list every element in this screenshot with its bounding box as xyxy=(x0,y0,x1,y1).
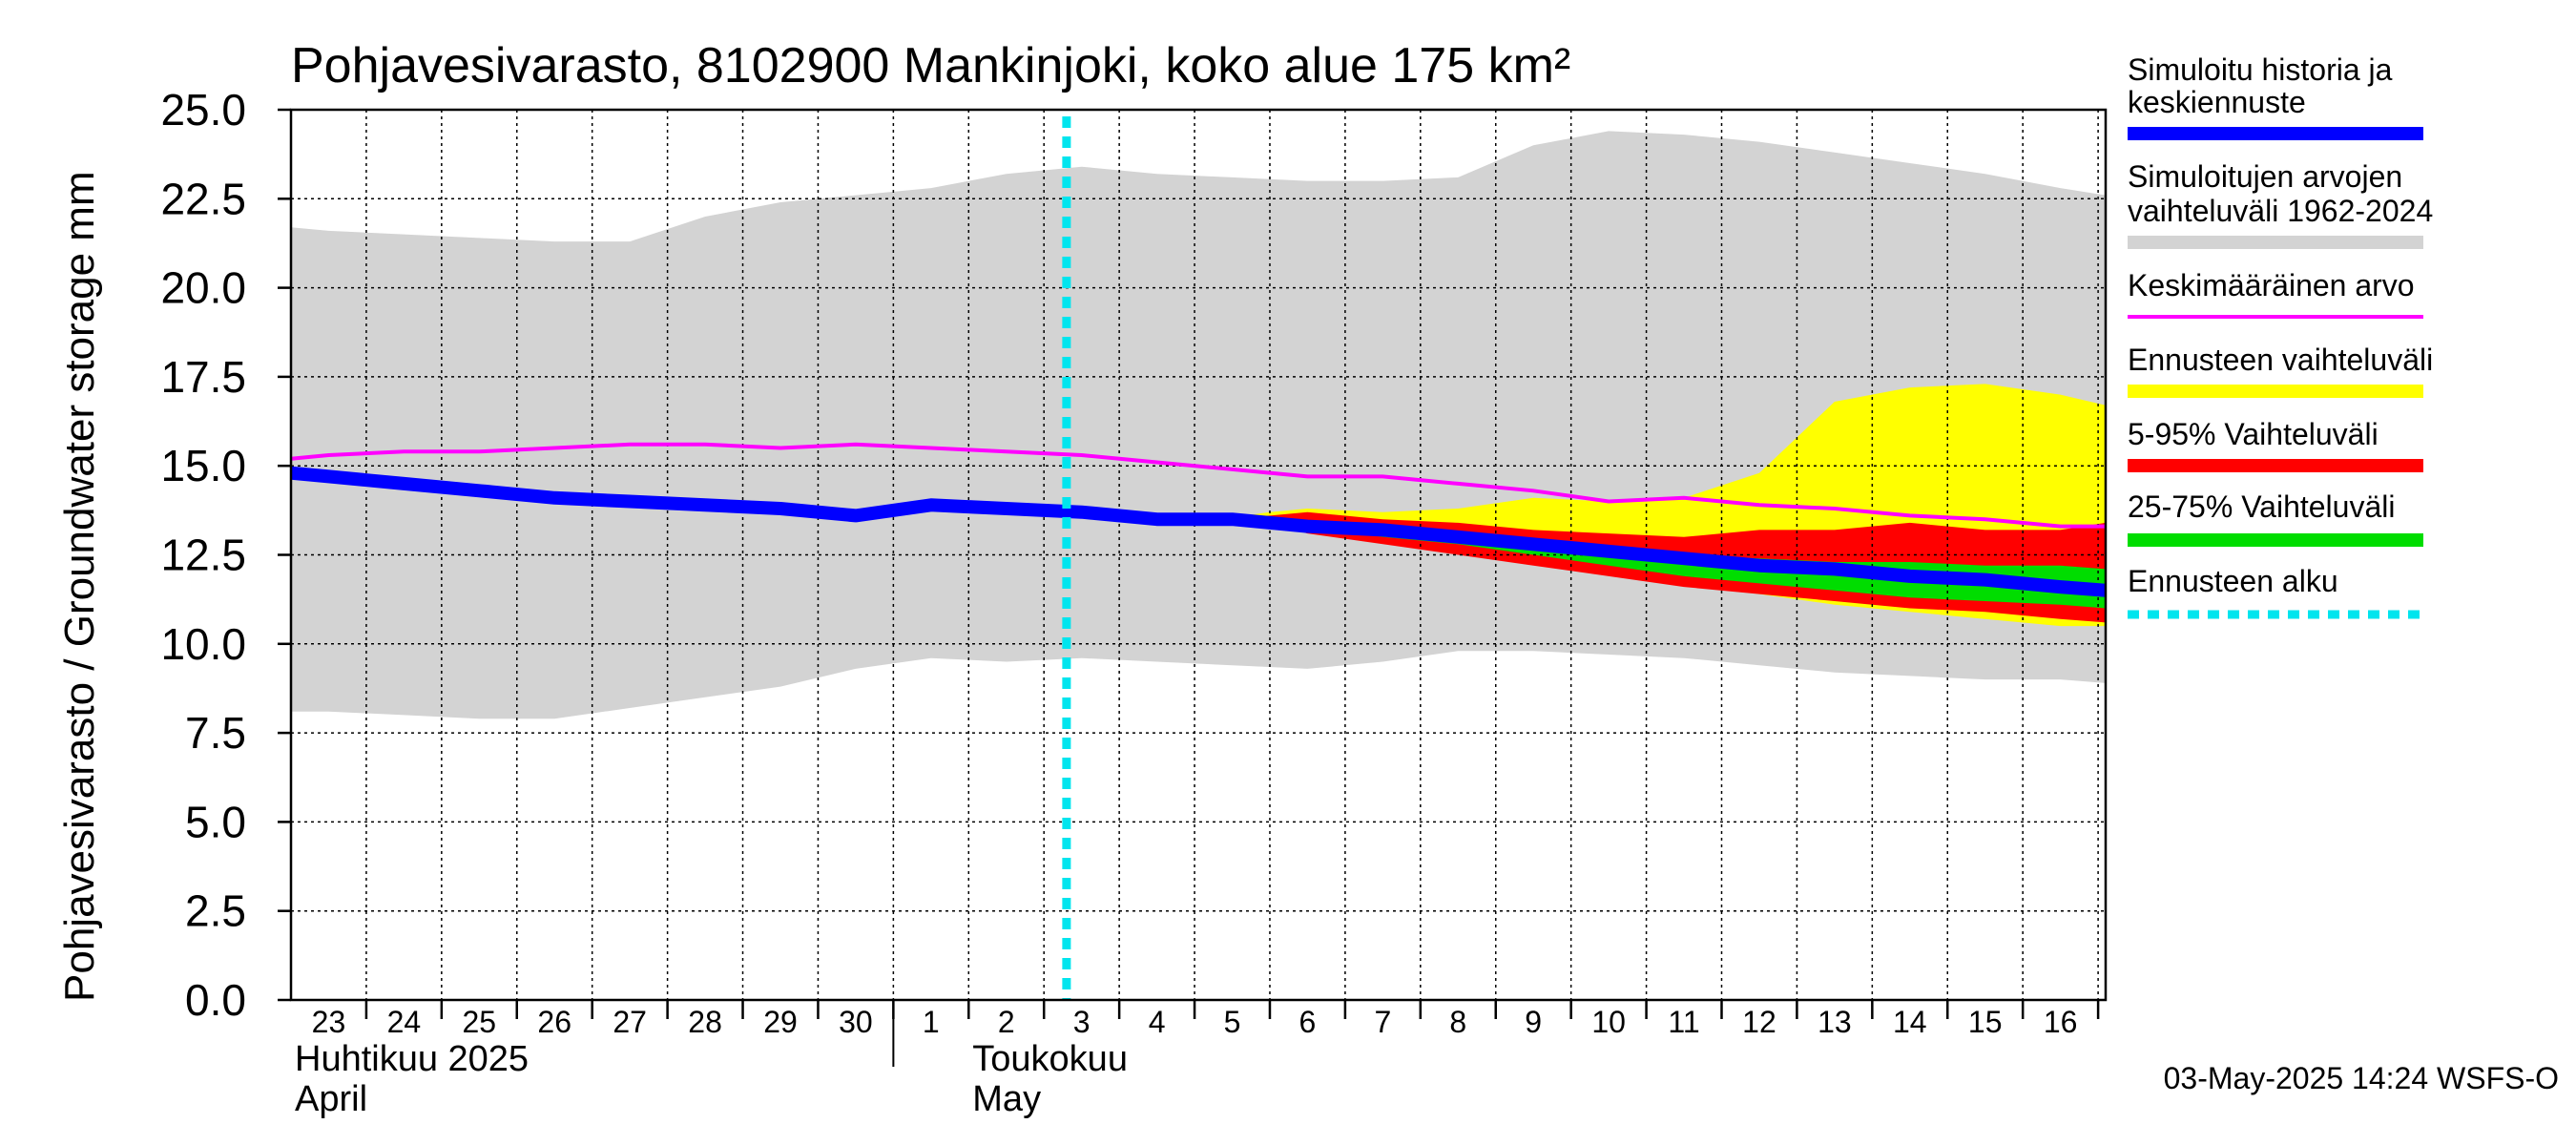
y-tick-label: 5.0 xyxy=(185,797,246,846)
legend-label-line2: vaihteluväli 1962-2024 xyxy=(2128,194,2433,228)
x-tick-label: 4 xyxy=(1149,1005,1166,1039)
x-tick-label: 27 xyxy=(613,1005,647,1039)
y-axis-label: Pohjavesivarasto / Groundwater storage m… xyxy=(56,171,103,1002)
plot-bands xyxy=(291,131,2106,719)
month-label-fi: Toukokuu xyxy=(972,1039,1128,1079)
x-tick-label: 26 xyxy=(537,1005,571,1039)
month-label-en: April xyxy=(295,1079,367,1119)
x-tick-label: 15 xyxy=(1968,1005,2003,1039)
line-history-forecast xyxy=(291,466,2106,597)
y-tick-label: 25.0 xyxy=(160,85,246,135)
legend-label: 5-95% Vaihteluväli xyxy=(2128,417,2379,451)
x-tick-label: 13 xyxy=(1818,1005,1852,1039)
y-tick-label: 0.0 xyxy=(185,975,246,1025)
y-tick-label: 15.0 xyxy=(160,441,246,490)
legend-label: Ennusteen alku xyxy=(2128,564,2338,598)
x-tick-label: 1 xyxy=(923,1005,940,1039)
x-tick-label: 8 xyxy=(1449,1005,1466,1039)
x-tick-label: 30 xyxy=(839,1005,873,1039)
grid xyxy=(291,110,2106,1000)
x-tick-label: 16 xyxy=(2044,1005,2078,1039)
x-tick-label: 14 xyxy=(1893,1005,1927,1039)
x-tick-label: 3 xyxy=(1073,1005,1091,1039)
y-tick-label: 10.0 xyxy=(160,619,246,669)
y-tick-label: 7.5 xyxy=(185,708,246,758)
x-tick-label: 28 xyxy=(688,1005,722,1039)
x-tick-label: 29 xyxy=(763,1005,798,1039)
x-tick-label: 9 xyxy=(1525,1005,1542,1039)
legend-label: 25-75% Vaihteluväli xyxy=(2128,489,2395,524)
x-tick-label: 5 xyxy=(1224,1005,1241,1039)
x-tick-label: 11 xyxy=(1668,1005,1699,1039)
x-tick-label: 23 xyxy=(312,1005,346,1039)
chart-title: Pohjavesivarasto, 8102900 Mankinjoki, ko… xyxy=(291,38,1570,94)
legend-label: Simuloitujen arvojen xyxy=(2128,159,2402,194)
x-tick-label: 10 xyxy=(1591,1005,1626,1039)
y-tick-label: 20.0 xyxy=(160,263,246,313)
x-tick-label: 6 xyxy=(1299,1005,1317,1039)
y-tick-label: 12.5 xyxy=(160,531,246,580)
legend-label: Keskimääräinen arvo xyxy=(2128,268,2415,302)
legend-label: Ennusteen vaihteluväli xyxy=(2128,343,2433,377)
legend-label-line2: keskiennuste xyxy=(2128,85,2306,119)
footer-timestamp: 03-May-2025 14:24 WSFS-O xyxy=(2164,1061,2559,1095)
x-tick-label: 7 xyxy=(1374,1005,1391,1039)
line-mean xyxy=(291,442,2106,529)
x-tick-label: 2 xyxy=(998,1005,1015,1039)
x-tick-label: 12 xyxy=(1742,1005,1776,1039)
month-label-fi: Huhtikuu 2025 xyxy=(295,1039,529,1079)
y-tick-label: 22.5 xyxy=(160,174,246,223)
month-label-en: May xyxy=(972,1079,1041,1119)
legend-label: Simuloitu historia ja xyxy=(2128,52,2393,87)
plot-lines xyxy=(291,116,2106,1000)
y-tick-label: 2.5 xyxy=(185,886,246,936)
y-tick-label: 17.5 xyxy=(160,352,246,402)
axes: 0.0 2.5 5.0 7.5 10.0 12.5 15.0 17.5 20.0 22.5 25.0… xyxy=(160,85,2108,1119)
x-tick-label: 24 xyxy=(387,1005,422,1039)
x-tick-label: 25 xyxy=(463,1005,497,1039)
